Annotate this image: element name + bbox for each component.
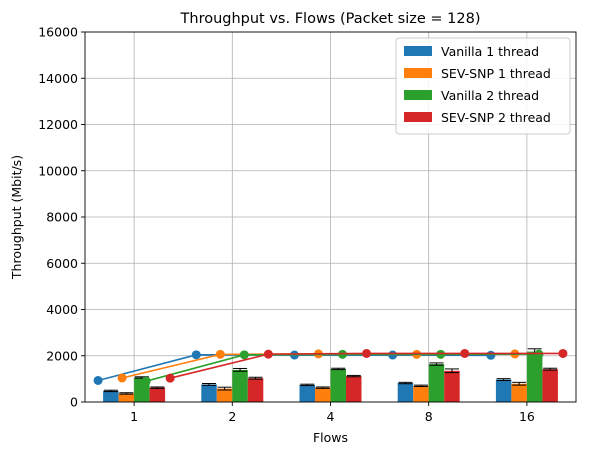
legend-label: Vanilla 1 thread bbox=[441, 44, 539, 59]
bar bbox=[397, 383, 414, 402]
series-point bbox=[239, 350, 249, 360]
y-tick-label: 8000 bbox=[46, 210, 78, 225]
series-point bbox=[141, 376, 151, 386]
y-tick-label: 14000 bbox=[38, 71, 78, 86]
bar bbox=[216, 388, 233, 402]
y-tick-label: 0 bbox=[70, 395, 78, 410]
bar bbox=[299, 384, 315, 402]
legend: Vanilla 1 thread SEV-SNP 1 thread Vanilla … bbox=[395, 37, 571, 135]
y-axis-label: Throughput (Mbit/s) bbox=[9, 155, 24, 280]
bar bbox=[526, 351, 543, 402]
series-point bbox=[93, 375, 103, 385]
legend-label: Vanilla 2 thread bbox=[441, 88, 539, 103]
legend-box bbox=[395, 37, 571, 135]
bar bbox=[201, 384, 217, 402]
x-tick-label: 8 bbox=[425, 409, 433, 424]
x-tick-label: 2 bbox=[228, 409, 236, 424]
bar bbox=[428, 364, 445, 402]
y-tick-label: 6000 bbox=[46, 256, 78, 271]
y-tick-label: 12000 bbox=[38, 117, 78, 132]
bar bbox=[330, 368, 346, 402]
bar bbox=[511, 383, 527, 402]
x-tick-label: 4 bbox=[327, 409, 335, 424]
y-tick-label: 4000 bbox=[46, 302, 78, 317]
y-tick-label: 2000 bbox=[46, 348, 78, 363]
lines bbox=[93, 348, 568, 386]
bar bbox=[118, 393, 135, 402]
series-point bbox=[215, 349, 225, 359]
y-tick-label: 10000 bbox=[38, 163, 78, 178]
bar bbox=[247, 378, 264, 402]
bar bbox=[413, 385, 429, 402]
legend-label: SEV-SNP 2 thread bbox=[441, 110, 551, 125]
bar bbox=[232, 369, 248, 402]
bar bbox=[346, 376, 362, 402]
series-point bbox=[191, 350, 201, 360]
series-point bbox=[165, 373, 175, 383]
series-point bbox=[436, 349, 446, 359]
series-point bbox=[263, 349, 273, 359]
x-tick-label: 16 bbox=[519, 409, 535, 424]
bars bbox=[103, 348, 558, 402]
legend-swatch bbox=[404, 68, 432, 78]
x-axis-label: Flows bbox=[313, 430, 348, 445]
series-point bbox=[460, 348, 470, 358]
bar bbox=[315, 387, 331, 402]
chart-title: Throughput vs. Flows (Packet size = 128) bbox=[180, 11, 481, 27]
axes: 0 2000 4000 6000 8000 10000 12000 14000 16000 1 2 4… bbox=[38, 25, 577, 424]
y-tick-label: 16000 bbox=[38, 25, 78, 40]
series-point bbox=[558, 348, 568, 358]
x-tick-label: 1 bbox=[130, 409, 138, 424]
bar bbox=[444, 370, 460, 402]
bar bbox=[103, 390, 119, 402]
bar bbox=[542, 369, 558, 402]
grid bbox=[85, 31, 576, 403]
bar bbox=[495, 379, 512, 402]
series-point bbox=[117, 373, 127, 383]
legend-swatch bbox=[404, 46, 432, 56]
series-point bbox=[362, 348, 372, 358]
series-point bbox=[486, 350, 496, 360]
legend-swatch bbox=[404, 112, 432, 122]
legend-swatch bbox=[404, 90, 432, 100]
legend-label: SEV-SNP 1 thread bbox=[441, 66, 551, 81]
bar bbox=[149, 387, 166, 402]
